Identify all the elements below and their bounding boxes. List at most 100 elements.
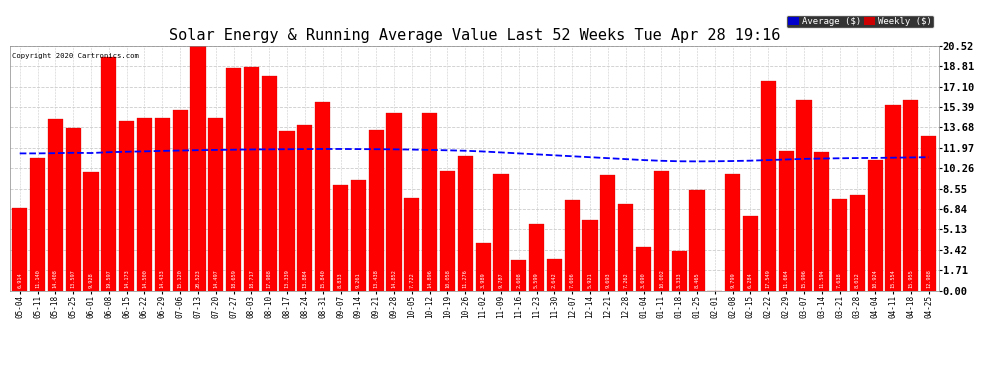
Bar (350, 180, 366, 291)
Bar (564, 200, 580, 291)
Text: 3.690: 3.690 (642, 272, 646, 288)
Text: 15.955: 15.955 (909, 269, 914, 288)
Bar (119, 122, 135, 291)
Text: 15.554: 15.554 (891, 269, 896, 288)
Bar (760, 81, 776, 291)
Text: 10.002: 10.002 (659, 269, 664, 288)
Bar (582, 220, 598, 291)
Bar (12, 208, 28, 291)
Bar (101, 57, 117, 291)
Text: 14.500: 14.500 (142, 269, 147, 288)
Bar (30, 158, 46, 291)
Text: 5.599: 5.599 (534, 272, 540, 288)
Bar (529, 224, 545, 291)
Text: 9.693: 9.693 (606, 272, 611, 288)
Bar (154, 118, 170, 291)
Text: 9.799: 9.799 (731, 272, 736, 288)
Bar (226, 68, 242, 291)
Bar (440, 171, 455, 291)
Text: 11.594: 11.594 (820, 269, 825, 288)
Text: 14.497: 14.497 (213, 269, 218, 288)
Bar (137, 118, 152, 291)
Bar (511, 260, 527, 291)
Bar (814, 152, 830, 291)
Text: 13.339: 13.339 (284, 269, 289, 288)
Legend: Average ($), Weekly ($): Average ($), Weekly ($) (786, 15, 934, 28)
Text: 13.597: 13.597 (70, 269, 75, 288)
Bar (457, 156, 473, 291)
Text: 8.833: 8.833 (338, 272, 343, 288)
Bar (636, 247, 651, 291)
Text: 14.896: 14.896 (427, 269, 433, 288)
Bar (261, 76, 277, 291)
Title: Solar Energy & Running Average Value Last 52 Weeks Tue Apr 28 19:16: Solar Energy & Running Average Value Las… (168, 28, 780, 43)
Text: 9.261: 9.261 (355, 272, 361, 288)
Bar (404, 198, 420, 291)
Bar (190, 46, 206, 291)
Bar (333, 185, 348, 291)
Bar (297, 125, 313, 291)
Text: 18.717: 18.717 (248, 269, 253, 288)
Text: Copyright 2020 Cartronics.com: Copyright 2020 Cartronics.com (12, 53, 139, 59)
Bar (172, 110, 188, 291)
Text: 14.433: 14.433 (159, 269, 164, 288)
Text: 6.284: 6.284 (748, 272, 753, 288)
Bar (725, 174, 741, 291)
Bar (796, 100, 812, 291)
Text: 10.058: 10.058 (445, 269, 450, 288)
Text: 15.120: 15.120 (177, 269, 182, 288)
Bar (315, 102, 331, 291)
Bar (279, 132, 295, 291)
Bar (83, 172, 99, 291)
Bar (65, 128, 81, 291)
Bar (742, 216, 758, 291)
Text: 15.840: 15.840 (320, 269, 325, 288)
Bar (689, 190, 705, 291)
Bar (921, 136, 937, 291)
Bar (422, 113, 438, 291)
Text: 7.722: 7.722 (409, 272, 415, 288)
Text: 3.989: 3.989 (480, 272, 486, 288)
Bar (600, 175, 616, 291)
Bar (618, 204, 634, 291)
Text: 9.928: 9.928 (88, 272, 93, 288)
Text: 17.549: 17.549 (766, 269, 771, 288)
Bar (546, 259, 562, 291)
Bar (244, 67, 259, 291)
Text: 7.606: 7.606 (569, 272, 575, 288)
Bar (653, 171, 669, 291)
Text: 18.659: 18.659 (231, 269, 236, 288)
Bar (208, 118, 224, 291)
Bar (671, 251, 687, 291)
Text: 11.276: 11.276 (462, 269, 468, 288)
Bar (48, 118, 63, 291)
Text: 11.140: 11.140 (35, 269, 40, 288)
Text: 13.438: 13.438 (373, 269, 379, 288)
Text: 14.173: 14.173 (124, 269, 129, 288)
Bar (368, 130, 384, 291)
Text: 2.642: 2.642 (551, 272, 557, 288)
Text: 8.465: 8.465 (695, 272, 700, 288)
Text: 7.262: 7.262 (624, 272, 629, 288)
Text: 14.408: 14.408 (52, 269, 57, 288)
Text: 6.914: 6.914 (17, 272, 22, 288)
Text: 19.597: 19.597 (106, 269, 111, 288)
Text: 7.638: 7.638 (838, 272, 842, 288)
Bar (885, 105, 901, 291)
Text: 13.884: 13.884 (302, 269, 307, 288)
Text: 17.988: 17.988 (266, 269, 271, 288)
Text: 12.988: 12.988 (927, 269, 932, 288)
Text: 15.996: 15.996 (802, 269, 807, 288)
Bar (832, 200, 847, 291)
Bar (867, 160, 883, 291)
Bar (903, 100, 919, 291)
Bar (849, 195, 865, 291)
Text: 2.608: 2.608 (516, 272, 522, 288)
Text: 8.012: 8.012 (855, 272, 860, 288)
Bar (386, 113, 402, 291)
Text: 3.333: 3.333 (677, 272, 682, 288)
Text: 20.523: 20.523 (195, 269, 200, 288)
Text: 11.664: 11.664 (784, 269, 789, 288)
Text: 10.924: 10.924 (873, 269, 878, 288)
Bar (493, 174, 509, 291)
